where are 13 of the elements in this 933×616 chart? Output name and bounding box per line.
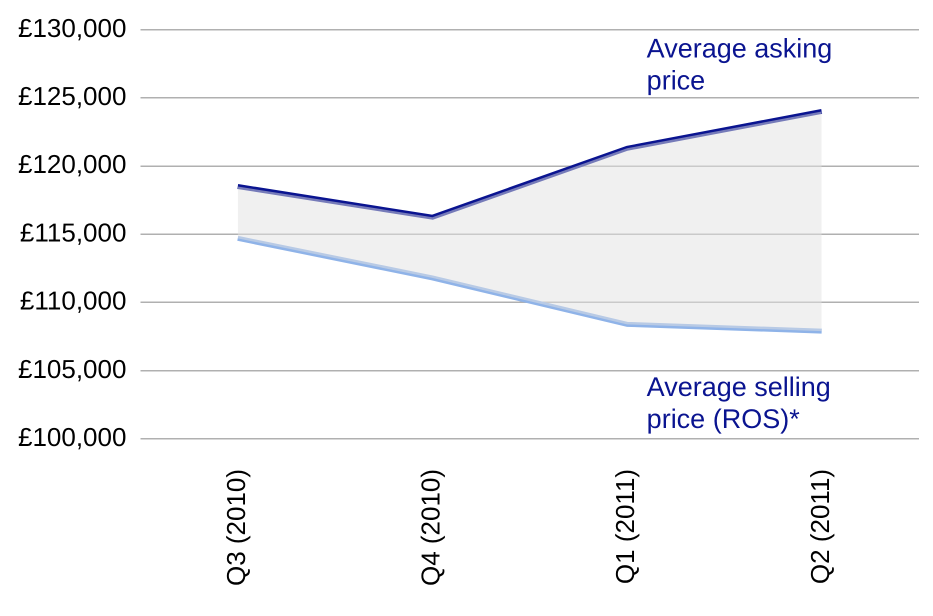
y-tick-label: £110,000 xyxy=(20,286,126,316)
x-tick-label: Q4 (2010) xyxy=(416,468,446,586)
x-tick-label: Q1 (2011) xyxy=(610,468,640,584)
y-tick-label: £115,000 xyxy=(20,217,126,248)
x-tick-label: Q3 (2010) xyxy=(220,468,251,586)
x-tick-label: Q2 (2011) xyxy=(804,468,835,584)
y-tick-label: £125,000 xyxy=(18,80,126,111)
y-tick-label: £105,000 xyxy=(18,354,126,384)
y-tick-label: £100,000 xyxy=(18,422,126,452)
series-label: Average asking price xyxy=(646,33,832,96)
series-label: Average selling price (ROS)* xyxy=(646,372,831,434)
y-tick-label: £120,000 xyxy=(18,149,126,180)
y-tick-label: £130,000 xyxy=(18,12,126,43)
